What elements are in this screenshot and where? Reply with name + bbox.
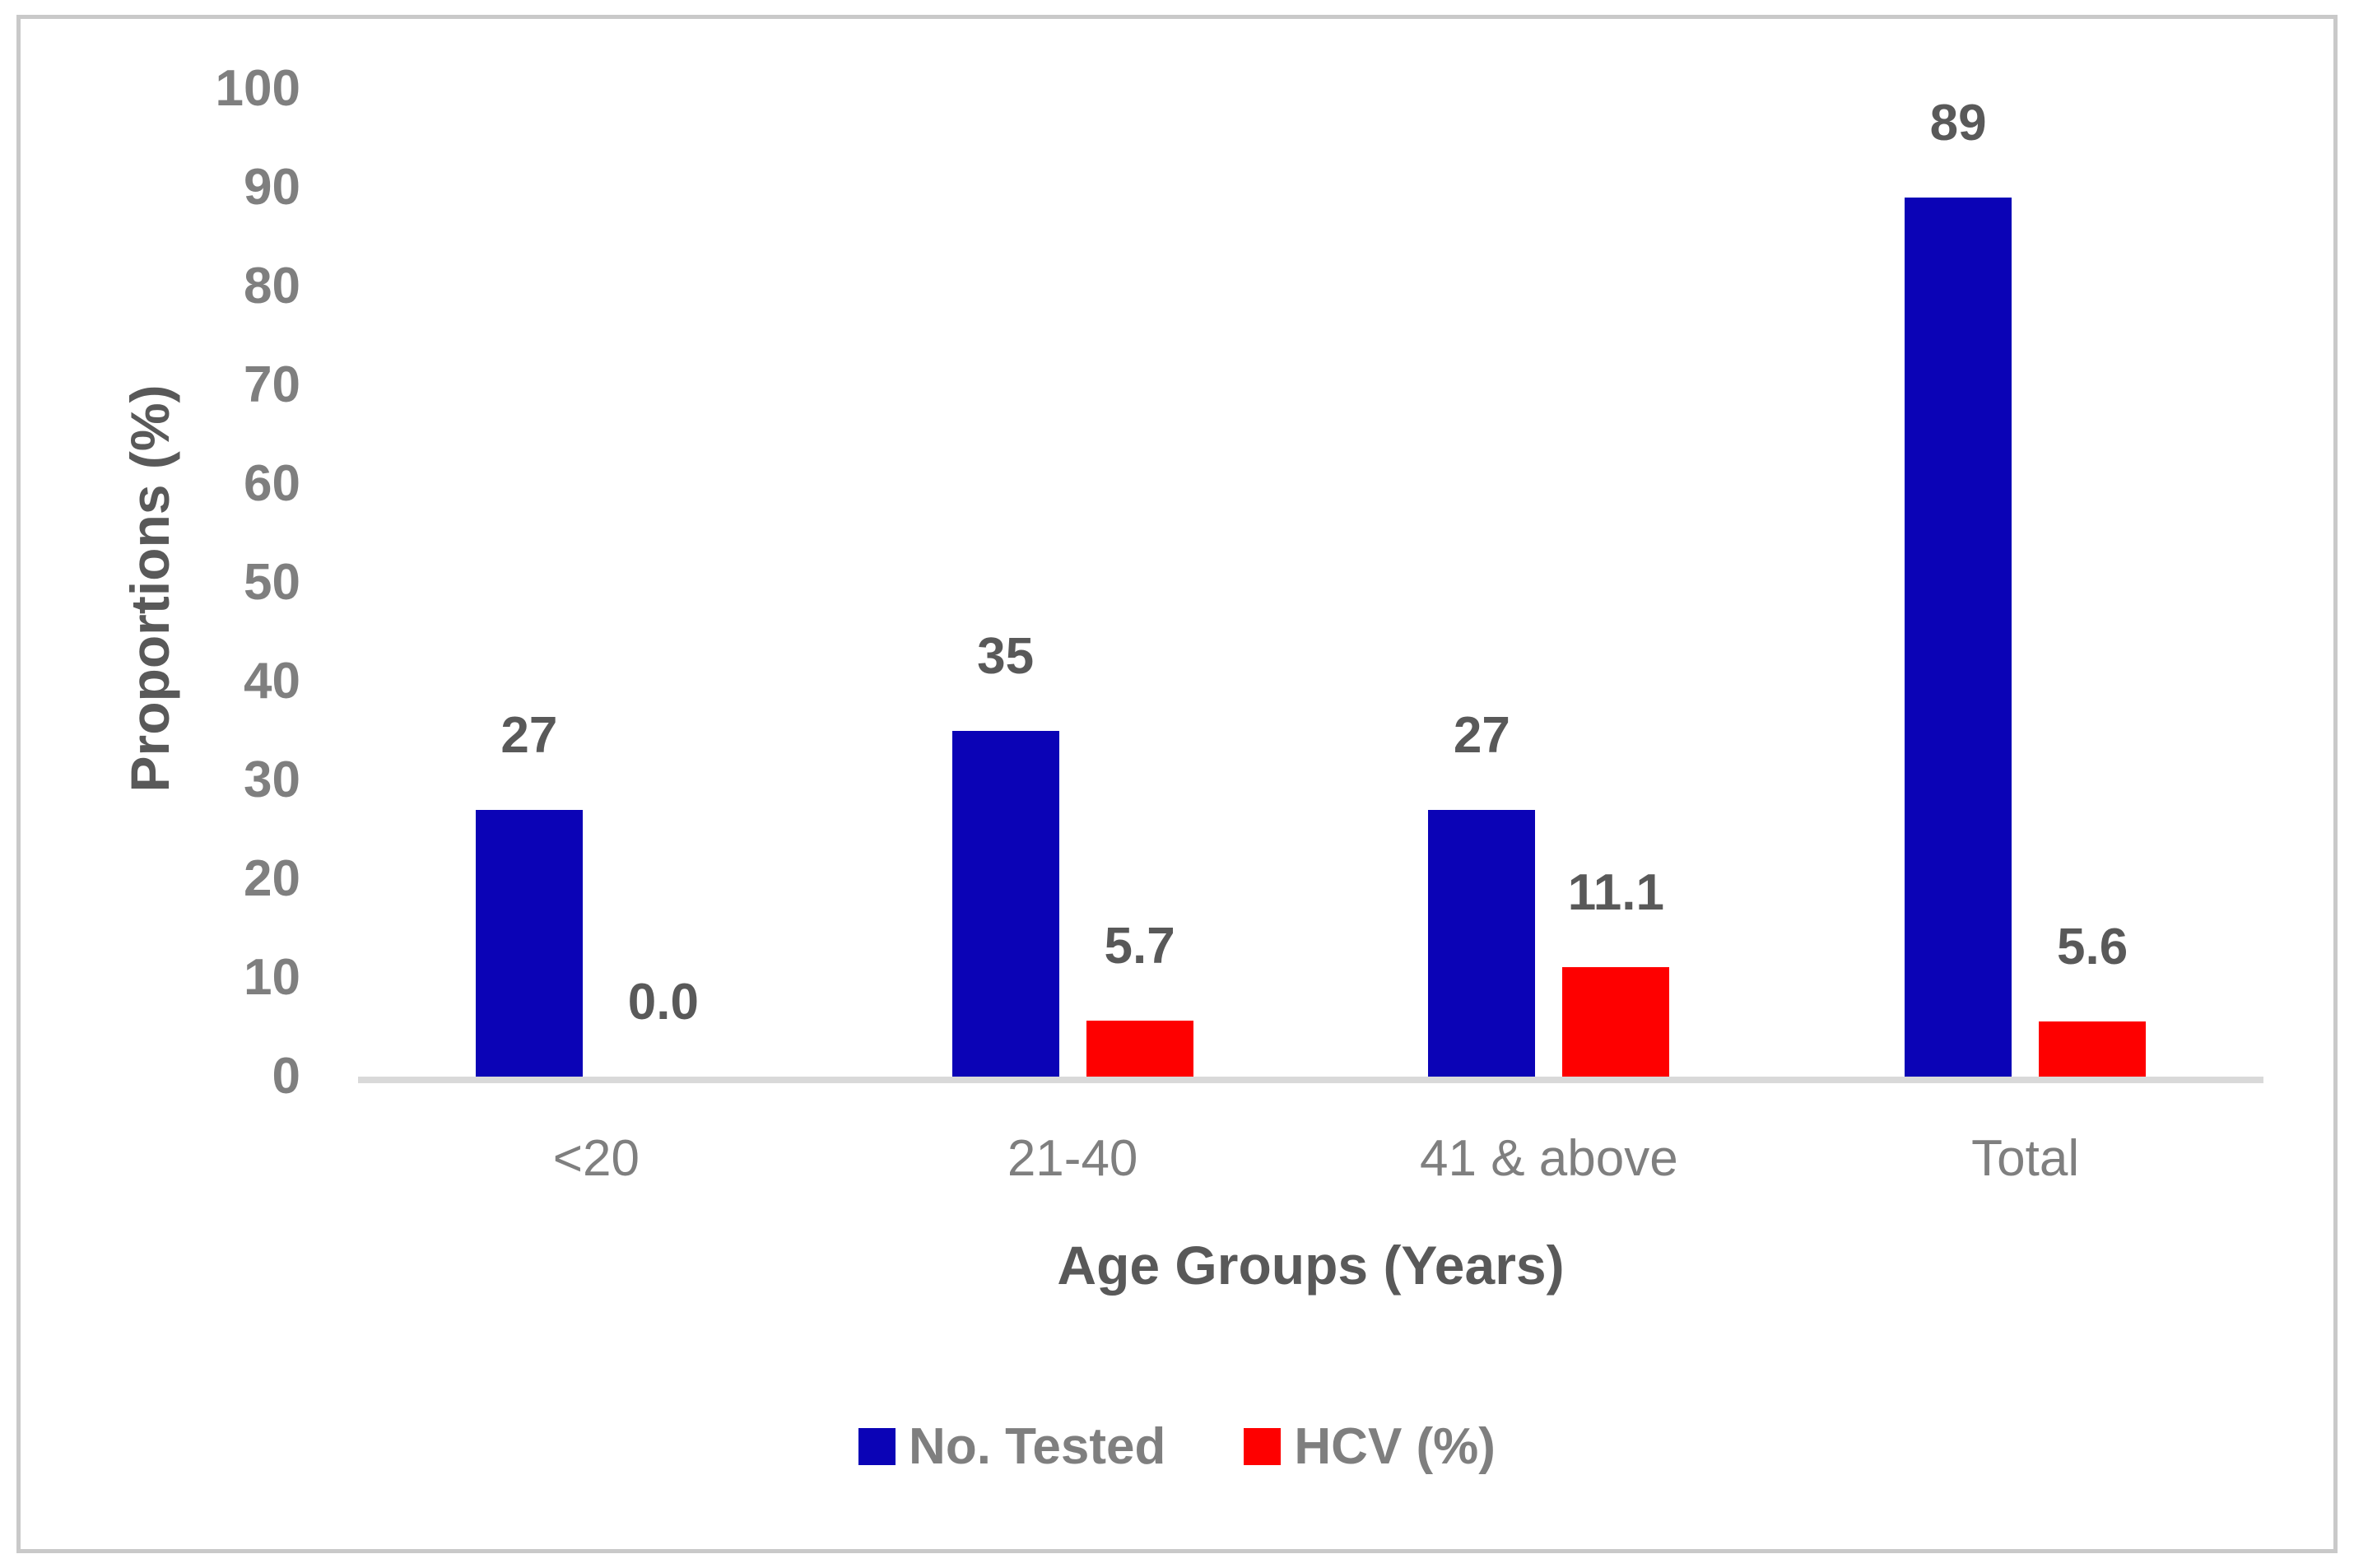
category-label-1: 21-40 bbox=[1007, 1130, 1138, 1187]
x-axis-line bbox=[358, 1077, 2263, 1083]
legend-swatch-red bbox=[1244, 1428, 1282, 1465]
y-tick-label-40: 40 bbox=[244, 653, 300, 710]
data-label-hcv--2: 11.1 bbox=[1567, 864, 1664, 921]
y-tick-label-80: 80 bbox=[244, 258, 300, 314]
x-axis-title: Age Groups (Years) bbox=[1057, 1235, 1565, 1296]
y-tick-label-10: 10 bbox=[244, 949, 300, 1006]
data-label-hcv--3: 5.6 bbox=[2057, 919, 2128, 975]
y-tick-label-50: 50 bbox=[244, 554, 300, 611]
bar-no-tested-2 bbox=[1428, 810, 1536, 1077]
y-tick-label-70: 70 bbox=[244, 356, 300, 413]
data-label-hcv--0: 0.0 bbox=[627, 974, 699, 1031]
bar-no-tested-1 bbox=[951, 731, 1059, 1077]
y-tick-label-60: 60 bbox=[244, 455, 300, 512]
y-tick-label-90: 90 bbox=[244, 159, 300, 216]
legend-swatch-blue bbox=[858, 1428, 896, 1465]
legend-label-no-tested: No. Tested bbox=[909, 1418, 1166, 1475]
figure-frame bbox=[16, 15, 2338, 1553]
legend: No. Tested HCV (%) bbox=[0, 1417, 2354, 1476]
data-label-hcv--1: 5.7 bbox=[1104, 918, 1175, 975]
data-label-no-tested-1: 35 bbox=[977, 628, 1035, 685]
legend-entry-hcv: HCV (%) bbox=[1244, 1417, 1496, 1476]
bar-hcv--1 bbox=[1086, 1021, 1193, 1077]
category-label-0: <20 bbox=[552, 1130, 640, 1187]
bar-no-tested-0 bbox=[475, 810, 583, 1077]
y-tick-label-20: 20 bbox=[244, 850, 300, 907]
bar-no-tested-3 bbox=[1905, 198, 2012, 1077]
bar-hcv--3 bbox=[2039, 1021, 2147, 1077]
y-tick-label-30: 30 bbox=[244, 751, 300, 808]
legend-label-hcv: HCV (%) bbox=[1294, 1418, 1496, 1475]
data-label-no-tested-2: 27 bbox=[1453, 707, 1510, 764]
bar-hcv--2 bbox=[1562, 967, 1670, 1077]
y-tick-label-0: 0 bbox=[272, 1048, 300, 1105]
legend-entry-no-tested: No. Tested bbox=[858, 1417, 1165, 1476]
category-label-3: Total bbox=[1971, 1130, 2080, 1187]
data-label-no-tested-3: 89 bbox=[1929, 95, 1987, 151]
data-label-no-tested-0: 27 bbox=[500, 707, 558, 764]
category-label-2: 41 & above bbox=[1420, 1130, 1678, 1187]
y-tick-label-100: 100 bbox=[215, 60, 300, 117]
